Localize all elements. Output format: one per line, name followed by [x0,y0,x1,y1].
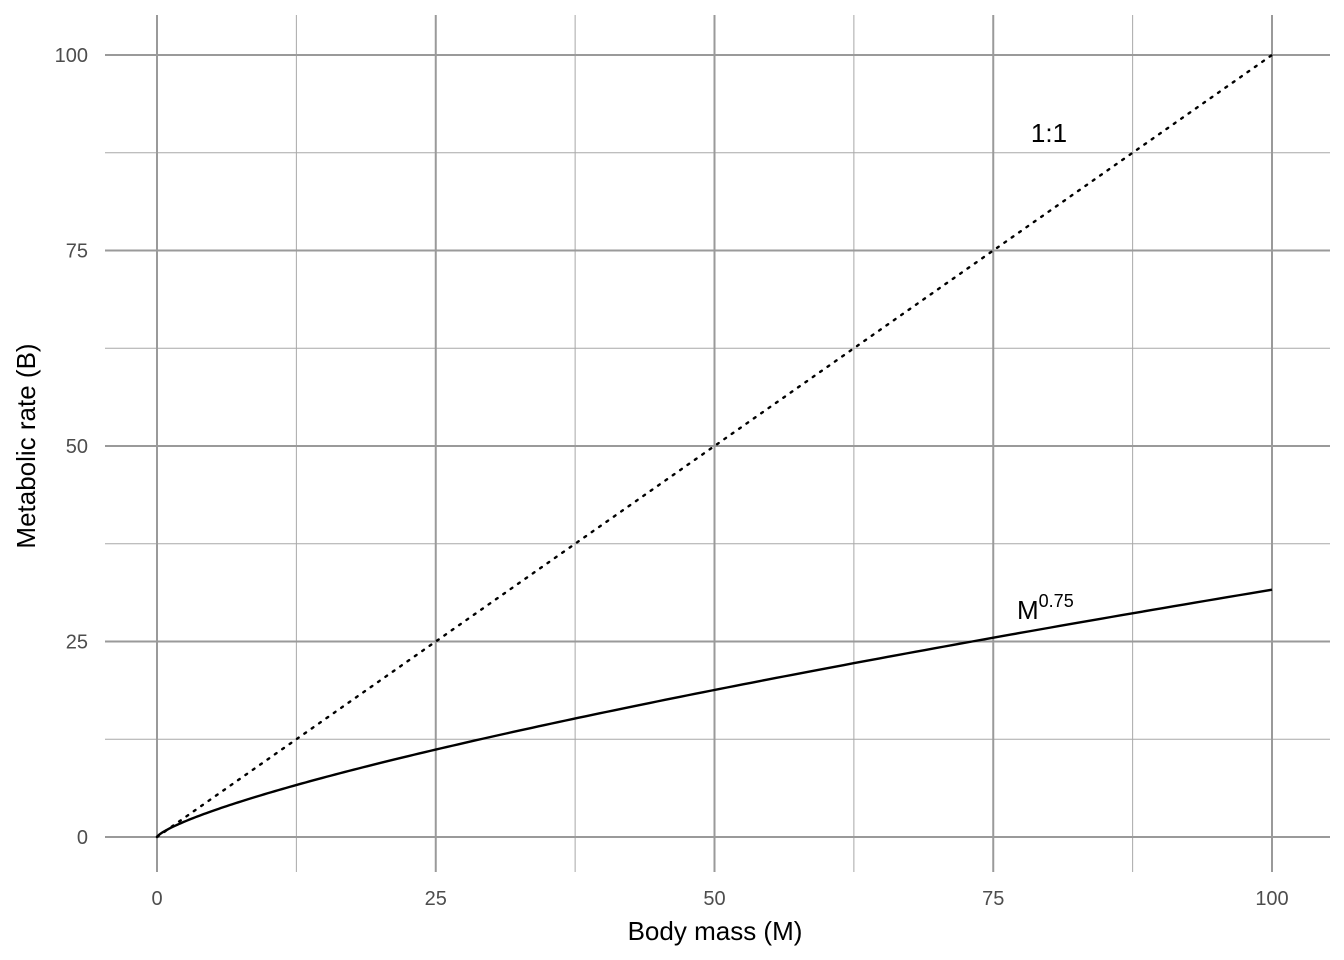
y-tick-label: 0 [77,827,88,849]
x-tick-label: 100 [1255,888,1288,910]
minor-grid [105,15,1330,872]
major-grid [105,15,1330,872]
y-tick-label: 50 [66,436,88,458]
y-tick-label: 100 [55,45,88,67]
identity-line [155,53,1274,839]
y-axis-title: Metabolic rate (B) [11,343,41,548]
x-tick-label: 75 [982,888,1004,910]
series-layer: 1:1 M0.75 [155,53,1274,839]
series-label: M0.75 [1017,591,1074,625]
x-tick-label: 50 [703,888,725,910]
y-tick-label: 75 [66,241,88,263]
y-tick-label: 25 [66,632,88,654]
power-law-line [155,588,1273,838]
x-axis-title: Body mass (M) [628,916,803,946]
x-tick-label: 25 [425,888,447,910]
x-tick-label: 0 [151,888,162,910]
tick-labels: 0 25 50 75 100 0 25 50 75 100 [55,45,1289,910]
series-label: 1:1 [1031,118,1067,148]
